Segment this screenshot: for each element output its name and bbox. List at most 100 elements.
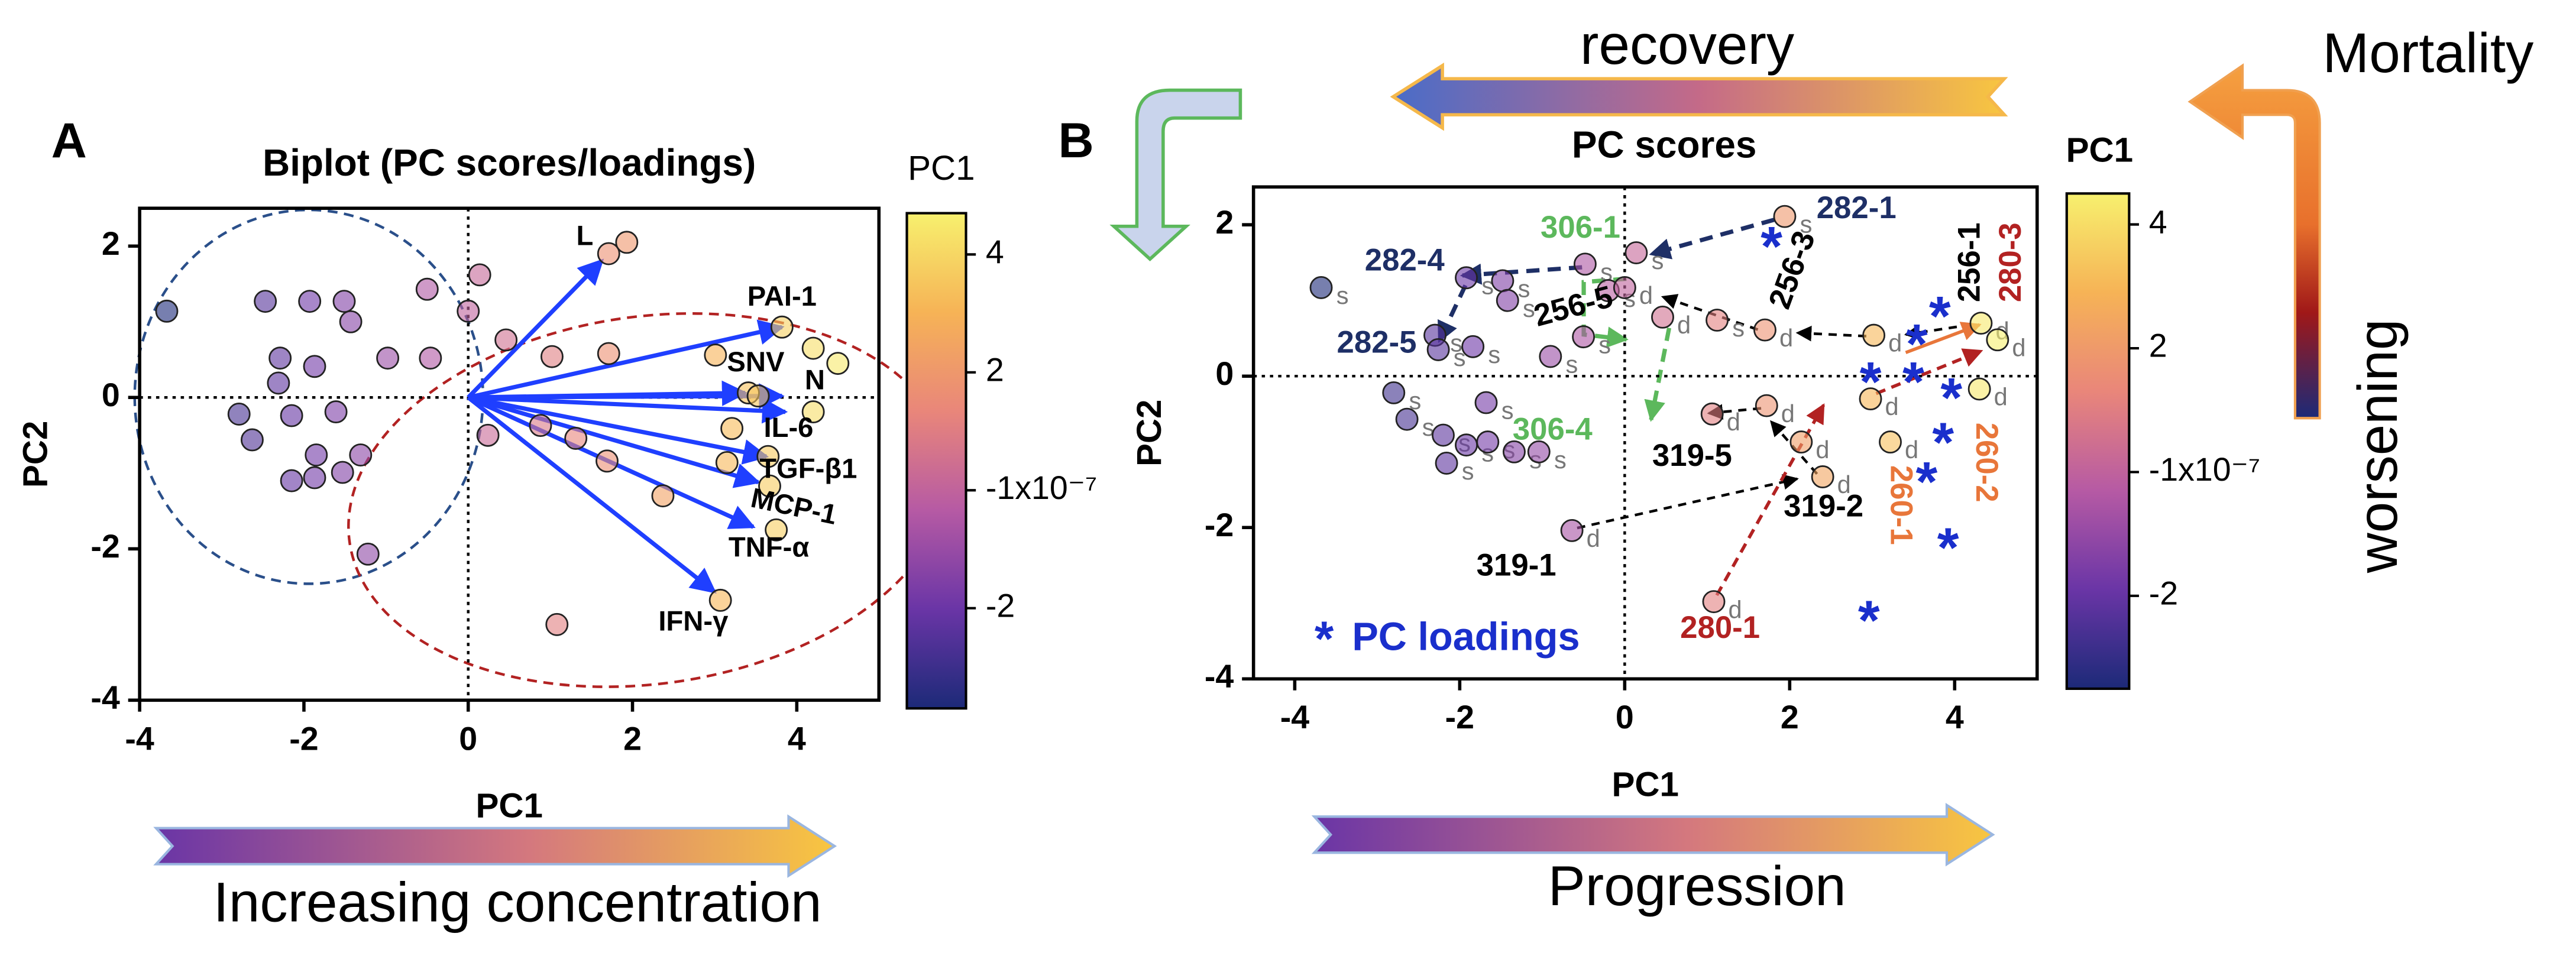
score-point [155,299,179,323]
y-axis-label: PC2 [1130,400,1169,466]
point-marker: d [1994,383,2008,411]
score-point [1706,309,1729,332]
trajectory-label: 260-2 [1969,423,2004,503]
score-point [1426,338,1450,361]
point-marker: d [1727,408,1740,436]
x-axis-label: PC1 [1611,766,1678,804]
score-point [1862,323,1886,347]
trajectory-label: 260-1 [1884,465,1918,545]
trajectory-label: 280-1 [1680,610,1760,645]
score-point [756,445,780,468]
y-tick-label: 0 [102,377,120,413]
trajectory-label: 319-2 [1784,489,1863,524]
score-point [1651,305,1674,329]
x-tick-label: -4 [125,720,154,757]
loading-star: * [1940,367,1962,429]
score-point [1755,394,1778,417]
point-marker: d [1781,400,1795,427]
caption: recovery [1580,14,1794,76]
y-tick-label: 2 [1215,204,1234,241]
point-marker: s [1554,446,1567,474]
trajectory-label: 256-5 [1530,279,1617,333]
x-tick-label: 4 [1946,699,1964,735]
score-point [1435,452,1458,475]
y-tick-label: -2 [1205,507,1234,543]
point-marker: d [1888,329,1902,357]
concentration-arrow [153,814,837,878]
score-point [298,290,322,313]
point-marker: d [1885,393,1899,420]
loading-label: TGF-β1 [759,453,857,484]
y-axis-label: PC2 [16,421,54,488]
x-tick-label: -2 [1445,699,1474,735]
trajectory-label: 306-1 [1541,210,1620,245]
x-tick-label: 0 [1616,699,1634,735]
score-point [419,346,442,370]
point-marker: s [1462,457,1474,485]
point-marker: s [1523,294,1535,322]
loading-arrow [467,395,761,488]
score-point [468,263,491,287]
loading-star: * [1860,351,1882,413]
cluster-ellipse [347,312,951,688]
y-tick-label: 0 [1215,355,1234,392]
colorbar-tick-label: 2 [2149,328,2167,364]
score-point [1789,430,1813,454]
loading-label: N [805,364,825,396]
caption: Increasing concentration [213,871,822,934]
score-point [1491,269,1514,293]
score-point [1461,335,1485,358]
loading-star: * [1915,451,1937,513]
score-point [303,355,326,378]
score-point [1395,407,1419,431]
score-point [1969,312,1993,335]
loading-arrow [468,395,788,424]
point-marker: d [1587,524,1600,552]
loading-label: MCP-1 [748,482,840,530]
score-point [770,315,794,339]
point-marker: s [1450,329,1462,357]
y-tick-label: 2 [102,225,120,262]
loading-star: * [1906,313,1928,375]
x-tick-label: -4 [1280,699,1310,735]
colorbar-tick-label: -1x10⁻⁷ [986,469,1097,506]
loading-arrow [468,383,785,409]
loading-star: * [1902,351,1924,413]
panel-letter: B [1059,113,1094,168]
point-marker: s [1652,247,1664,274]
point-marker: d [1905,436,1918,464]
colorbar-tick-label: -2 [2149,575,2178,612]
score-point [1811,465,1834,488]
score-point [529,414,552,438]
loading-arrow [467,396,717,594]
colorbar-tick-label: -2 [986,587,1015,624]
score-point [1309,276,1333,299]
trajectory-label: 319-5 [1652,438,1732,473]
point-marker: d [1816,436,1829,464]
score-point [1432,423,1455,447]
loading-arrow [467,319,785,400]
score-point [720,417,744,440]
x-axis-label: PC1 [475,787,542,825]
score-point [267,371,290,395]
loading-label: TNF-α [729,532,810,563]
score-point [476,423,500,447]
score-point [332,290,356,313]
loading-arrow [468,395,769,465]
mortality-arrow [2187,63,2321,420]
score-point [268,346,292,370]
point-marker: s [1481,271,1494,299]
point-marker: d [2012,333,2025,361]
colorbar-tick-label: 2 [986,351,1004,388]
score-point [1382,381,1406,404]
score-point [1455,433,1478,457]
score-point [1527,440,1551,464]
score-point [715,451,739,474]
score-point [1539,345,1562,368]
score-point [765,518,788,542]
score-point [1700,402,1724,426]
loading-label: SNV [727,346,785,377]
point-marker: s [1422,413,1435,441]
